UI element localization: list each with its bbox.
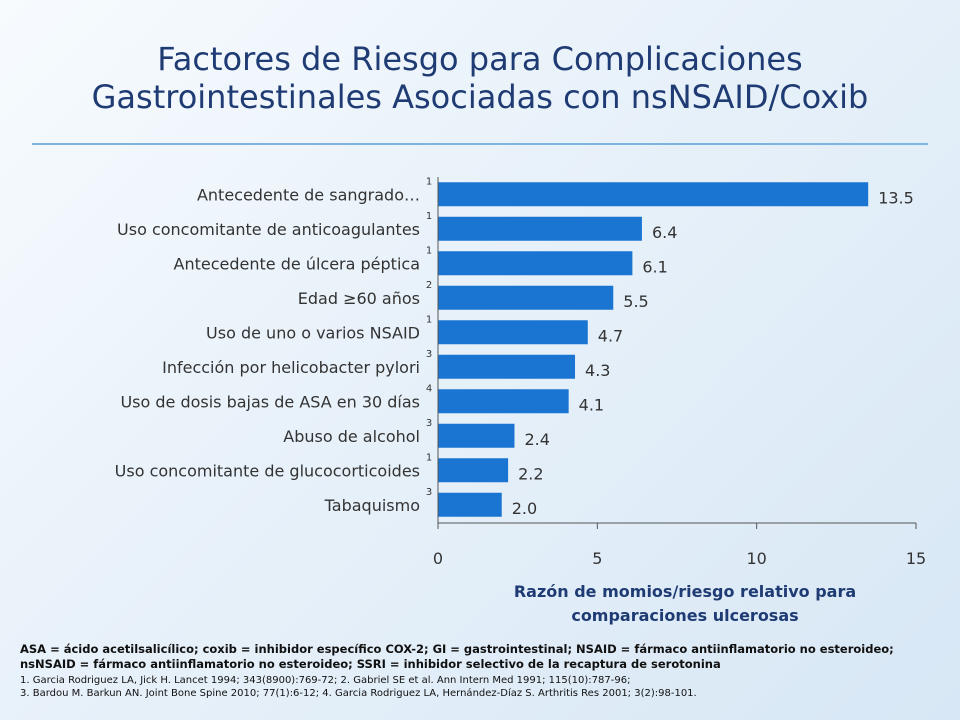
category-label: Infección por helicobacter pylori [162,358,420,377]
data-label: 2.4 [524,430,549,449]
category-label: Antecedente de sangrado… [197,185,420,204]
bar [438,389,569,414]
title-line-2: Gastrointestinales Asociadas con nsNSAID… [91,78,869,116]
data-label: 6.4 [652,223,677,242]
reference-number: 4 [426,383,432,394]
data-label: 4.7 [598,326,623,345]
data-label: 5.5 [623,292,648,311]
bar [438,320,588,345]
data-label: 2.0 [512,499,537,518]
reference-number: 1 [426,176,432,187]
category-label: Uso de dosis bajas de ASA en 30 días [120,392,420,411]
title-line-1: Factores de Riesgo para Complicaciones [157,40,803,78]
reference-number: 3 [426,349,432,360]
bar [438,216,642,241]
abbreviations-line-1: ASA = ácido acetilsalicílico; coxib = in… [20,642,894,656]
bar [438,182,869,207]
bar [438,251,633,276]
reference-number: 3 [426,487,432,498]
data-label: 2.2 [518,464,543,483]
slide-title: Factores de Riesgo para Complicaciones G… [0,40,960,116]
category-label: Uso de uno o varios NSAID [206,323,420,342]
title-divider [32,143,928,145]
category-label: Tabaquismo [324,496,420,515]
reference-number: 1 [426,245,432,256]
data-label: 6.1 [642,257,667,276]
data-label: 4.3 [585,361,610,380]
x-tick-label: 0 [433,549,443,568]
category-label: Uso concomitante de anticoagulantes [117,220,420,239]
category-label: Abuso de alcohol [283,427,420,446]
abbreviations-line-2: nsNSAID = fármaco antiinflamatorio no es… [20,657,721,671]
reference-number: 3 [426,418,432,429]
abbreviations: ASA = ácido acetilsalicílico; coxib = in… [20,642,950,672]
bar [438,423,515,448]
x-axis-title: Razón de momios/riesgo relativo para com… [440,580,930,628]
references: 1. Garcia Rodriguez LA, Jick H. Lancet 1… [20,674,950,700]
data-label: 4.1 [579,395,604,414]
data-label: 13.5 [878,188,914,207]
reference-number: 2 [426,280,432,291]
bar [438,285,614,310]
reference-number: 1 [426,211,432,222]
references-line-2: 3. Bardou M. Barkun AN. Joint Bone Spine… [20,688,697,699]
category-label: Edad ≥60 años [298,289,420,308]
category-label: Uso concomitante de glucocorticoides [115,461,420,480]
footnotes: ASA = ácido acetilsalicílico; coxib = in… [20,642,950,700]
x-tick-label: 10 [746,549,766,568]
reference-number: 1 [426,314,432,325]
category-label: Antecedente de úlcera péptica [174,254,420,273]
bar [438,492,502,517]
bar [438,458,509,483]
x-axis-title-line-1: Razón de momios/riesgo relativo para [513,582,857,601]
bar [438,354,576,379]
x-tick-label: 5 [592,549,602,568]
reference-number: 1 [426,452,432,463]
references-line-1: 1. Garcia Rodriguez LA, Jick H. Lancet 1… [20,675,631,686]
x-tick-label: 15 [906,549,926,568]
x-axis-title-line-2: comparaciones ulcerosas [571,606,799,625]
